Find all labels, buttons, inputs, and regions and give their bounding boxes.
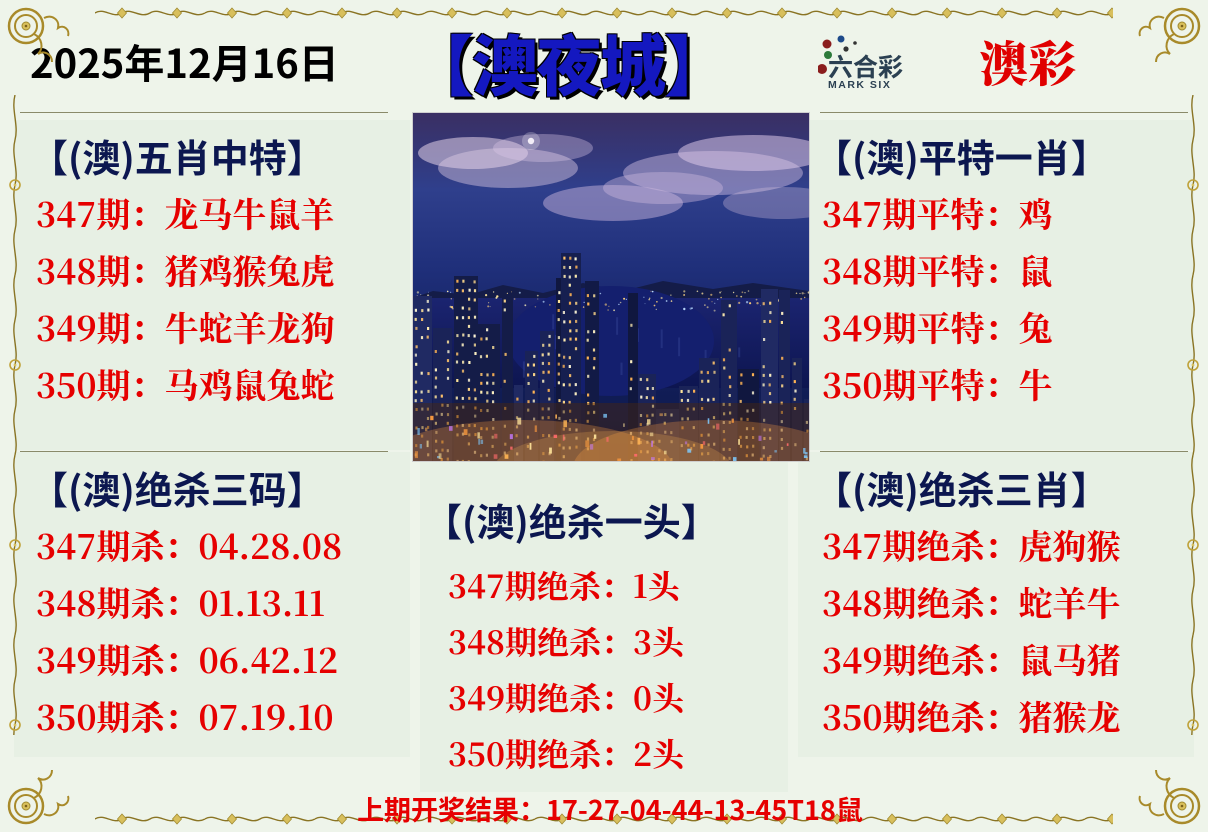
svg-text:MARK SIX: MARK SIX bbox=[828, 79, 891, 91]
